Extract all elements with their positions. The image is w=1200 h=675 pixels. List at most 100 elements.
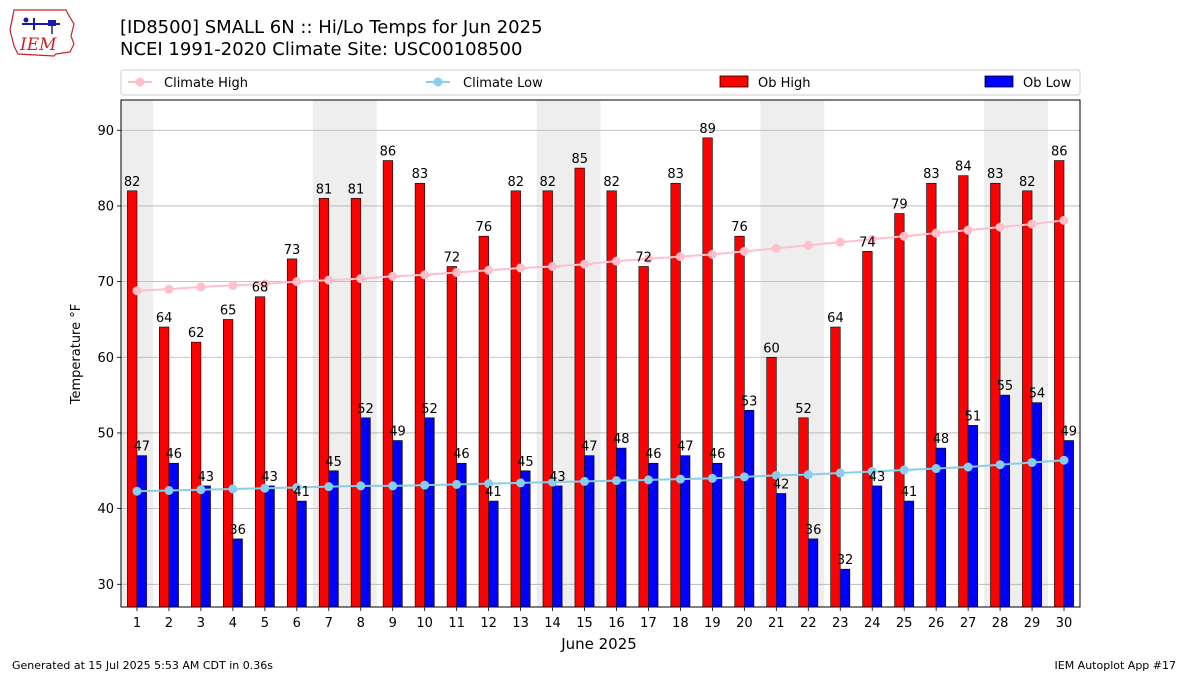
legend-label-ob-high: Ob High: [758, 76, 811, 91]
x-tick-label: 11: [448, 616, 465, 631]
legend-item-climate-low: Climate Low: [426, 76, 543, 91]
x-tick-label: 22: [800, 616, 817, 631]
data-label-high: 60: [763, 341, 780, 356]
y-axis-label: Temperature °F: [69, 304, 84, 405]
bar-ob-high: [127, 190, 138, 608]
bar-ob-high: [254, 296, 266, 608]
data-label-high: 81: [348, 182, 365, 197]
x-tick-label: 30: [1056, 616, 1073, 631]
bar-ob-low: [712, 462, 723, 608]
climate-low-point: [675, 474, 685, 484]
x-tick-label: 10: [416, 616, 433, 631]
climate-high-point: [420, 270, 430, 280]
data-label-low: 43: [261, 470, 278, 485]
climate-high-point: [867, 234, 877, 244]
data-label-high: 62: [188, 326, 205, 341]
data-label-low: 51: [965, 409, 982, 424]
bar-ob-high: [318, 198, 330, 608]
data-label-low: 41: [293, 485, 310, 500]
x-tick-label: 18: [672, 616, 689, 631]
y-tick-label: 60: [97, 351, 114, 366]
climate-high-line: [136, 219, 1065, 292]
data-label-low: 41: [901, 485, 918, 500]
bar-ob-high: [382, 160, 394, 608]
climate-high-point: [707, 249, 717, 259]
climate-low-point: [963, 462, 973, 472]
data-label-low: 47: [134, 440, 151, 455]
data-label-low: 52: [421, 402, 438, 417]
x-tick-label: 20: [736, 616, 753, 631]
climate-low-point: [739, 472, 749, 482]
data-label-high: 85: [571, 152, 588, 167]
climate-low-point: [611, 476, 621, 486]
climate-low-point: [1027, 457, 1037, 467]
climate-high-point: [995, 222, 1005, 232]
climate-low-point: [803, 470, 813, 480]
climate-low-point: [580, 476, 590, 486]
x-tick-label: 14: [544, 616, 561, 631]
chart-title-line1: [ID8500] SMALL 6N :: Hi/Lo Temps for Jun…: [120, 17, 543, 38]
climate-high-point: [324, 275, 334, 285]
climate-low-point: [899, 465, 909, 475]
legend-label-climate-high: Climate High: [164, 76, 248, 91]
data-label-high: 83: [923, 167, 940, 182]
data-label-high: 83: [987, 167, 1004, 182]
data-label-low: 43: [197, 470, 214, 485]
y-tick-label: 80: [97, 199, 114, 214]
climate-high-point: [484, 265, 494, 275]
bar-ob-high: [638, 266, 649, 608]
chart-legend: Climate High Climate Low Ob High Ob Low: [120, 69, 1081, 96]
data-label-high: 72: [444, 250, 461, 265]
bar-ob-high: [798, 417, 809, 608]
bar-ob-high: [926, 182, 937, 608]
climate-low-point: [164, 485, 174, 495]
bar-ob-low: [392, 440, 403, 608]
climate-high-point: [548, 261, 558, 271]
climate-low-point: [196, 485, 206, 495]
climate-low-point: [132, 486, 142, 496]
climate-high-point: [164, 284, 174, 294]
data-label-high: 84: [955, 160, 972, 175]
footer-generated: Generated at 15 Jul 2025 5:53 AM CDT in …: [12, 659, 273, 672]
bar-ob-high: [510, 190, 521, 608]
bar-ob-low: [232, 538, 243, 608]
data-label-high: 72: [635, 250, 652, 265]
data-label-low: 36: [805, 523, 822, 538]
bar-ob-low: [360, 417, 371, 608]
climate-high-point: [260, 279, 270, 289]
climate-low-point: [643, 475, 653, 485]
data-label-low: 32: [837, 553, 854, 568]
climate-low-point: [931, 464, 941, 474]
bar-ob-high: [414, 182, 425, 608]
bar-ob-low: [871, 485, 883, 608]
x-tick-label: 5: [261, 616, 269, 631]
x-tick-label: 25: [896, 616, 913, 631]
bar-ob-low: [903, 500, 915, 608]
data-label-high: 83: [412, 167, 429, 182]
bar-ob-low: [264, 485, 275, 608]
data-label-high: 86: [380, 145, 397, 160]
data-label-high: 76: [476, 220, 493, 235]
climate-low-point: [548, 477, 558, 487]
bar-ob-high: [286, 258, 298, 608]
data-label-high: 86: [1051, 145, 1068, 160]
data-label-high: 83: [667, 167, 684, 182]
bar-ob-low: [552, 485, 563, 608]
data-label-low: 46: [709, 447, 726, 462]
bar-ob-low: [999, 394, 1010, 608]
footer-app: IEM Autoplot App #17: [1054, 659, 1177, 672]
plot-area: 3040506070809082476446624365366843734181…: [97, 99, 1081, 631]
data-label-low: 41: [485, 485, 502, 500]
bar-ob-low: [328, 470, 339, 608]
bar-ob-low: [744, 409, 755, 608]
bar-ob-low: [136, 455, 147, 608]
x-tick-label: 15: [576, 616, 593, 631]
data-label-low: 46: [165, 447, 182, 462]
x-tick-label: 7: [325, 616, 333, 631]
climate-high-point: [611, 256, 621, 266]
bar-ob-low: [200, 485, 211, 608]
climate-high-point: [739, 246, 749, 256]
bar-ob-high: [894, 213, 905, 608]
x-tick-label: 19: [704, 616, 721, 631]
